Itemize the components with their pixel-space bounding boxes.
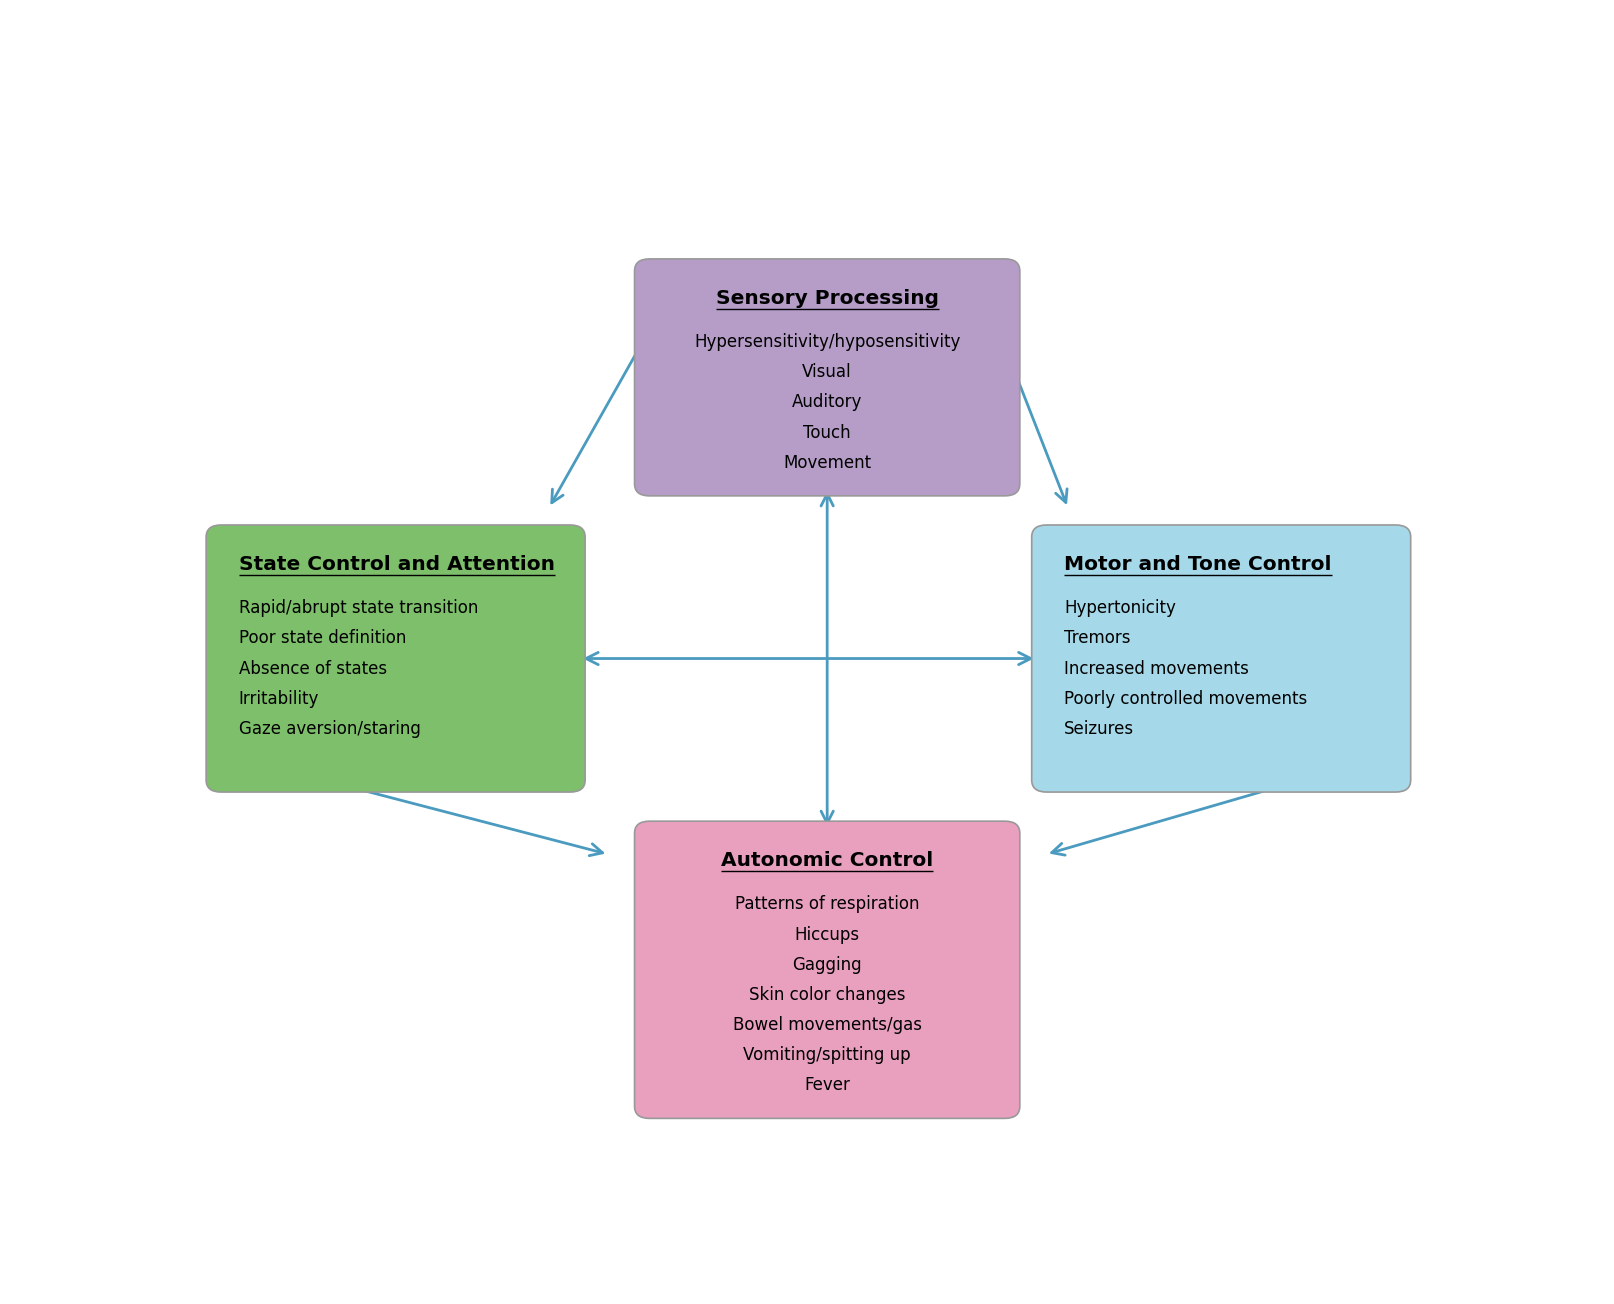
Text: Poor state definition: Poor state definition [239, 630, 407, 647]
FancyBboxPatch shape [634, 259, 1020, 496]
Text: Poorly controlled movements: Poorly controlled movements [1064, 690, 1307, 708]
Text: Vomiting/spitting up: Vomiting/spitting up [744, 1046, 910, 1064]
Text: Fever: Fever [804, 1076, 851, 1094]
Text: Auditory: Auditory [792, 394, 862, 412]
Text: Sensory Processing: Sensory Processing [715, 289, 939, 308]
Text: Visual: Visual [802, 364, 852, 381]
Text: Bowel movements/gas: Bowel movements/gas [733, 1016, 922, 1034]
Text: Motor and Tone Control: Motor and Tone Control [1064, 556, 1332, 574]
FancyBboxPatch shape [207, 526, 586, 792]
Text: Hypersensitivity/hyposensitivity: Hypersensitivity/hyposensitivity [694, 334, 960, 351]
Text: Movement: Movement [783, 454, 872, 472]
FancyBboxPatch shape [1031, 526, 1411, 792]
Text: Absence of states: Absence of states [239, 660, 387, 678]
Text: Gaze aversion/staring: Gaze aversion/staring [239, 720, 421, 738]
Text: Rapid/abrupt state transition: Rapid/abrupt state transition [239, 600, 478, 617]
Text: Increased movements: Increased movements [1064, 660, 1249, 678]
Text: Tremors: Tremors [1064, 630, 1131, 647]
Text: Touch: Touch [804, 424, 851, 442]
Text: Skin color changes: Skin color changes [749, 986, 905, 1004]
Text: Seizures: Seizures [1064, 720, 1135, 738]
Text: Gagging: Gagging [792, 956, 862, 974]
Text: Hiccups: Hiccups [794, 926, 860, 944]
FancyBboxPatch shape [634, 822, 1020, 1119]
Text: State Control and Attention: State Control and Attention [239, 556, 555, 574]
Text: Irritability: Irritability [239, 690, 320, 708]
Text: Hypertonicity: Hypertonicity [1064, 600, 1177, 617]
Text: Patterns of respiration: Patterns of respiration [734, 896, 920, 914]
Text: Autonomic Control: Autonomic Control [721, 852, 933, 870]
